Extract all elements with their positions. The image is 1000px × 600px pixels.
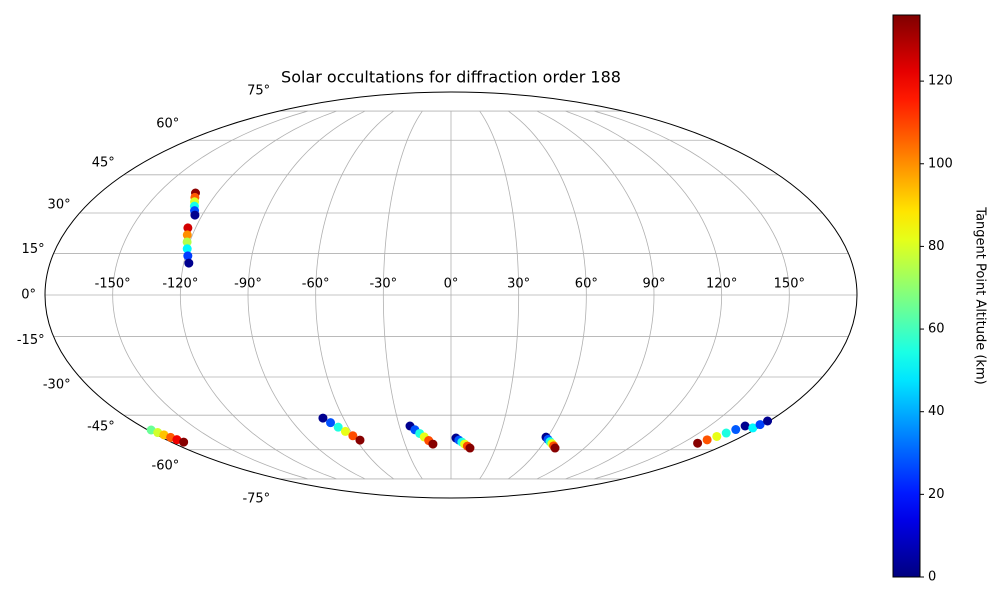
x-tick-label: -60° [302,277,330,292]
x-tick-label: -90° [234,277,262,292]
marker [702,435,712,445]
grid [45,110,857,480]
colorbar-tick-label: 20 [928,487,945,502]
y-tick-label: 0° [21,288,36,303]
y-tick-label: 15° [22,242,45,257]
marker [172,435,182,445]
x-tick-label: -120° [162,277,198,292]
y-tick-label: 30° [48,197,71,212]
marker [183,251,193,261]
marker [693,438,703,448]
markers [146,188,773,453]
x-tick-label: 0° [444,277,459,292]
marker [748,423,758,433]
y-tick-label: -15° [17,333,45,348]
x-tick-label: 30° [507,277,530,292]
colorbar-tick-label: 60 [928,322,945,337]
colorbar-tick-label: 120 [928,74,953,89]
marker [190,210,200,220]
marker [731,425,741,435]
y-tick-label: -30° [43,378,71,393]
marker [182,230,192,240]
marker [755,420,765,430]
marker [182,244,192,254]
marker [721,428,731,438]
y-tick-label: -60° [152,458,180,473]
marker [355,435,365,445]
marker [183,223,193,233]
marker [428,439,438,449]
marker [348,431,358,441]
marker [184,258,194,268]
y-tick-label: 75° [247,84,270,99]
marker [182,237,192,247]
marker [740,421,750,431]
y-tick-label: 45° [92,155,115,170]
colorbar [892,14,921,578]
y-tick-label: 60° [156,117,179,132]
colorbar-tick-label: 100 [928,156,953,171]
marker [318,413,328,423]
marker [550,443,560,453]
x-tick-label: 150° [774,277,805,292]
x-tick-label: -30° [369,277,397,292]
x-tick-label: 60° [575,277,598,292]
map-boundary [44,91,858,499]
x-tick-label: 90° [642,277,665,292]
marker [465,443,475,453]
y-tick-label: -45° [87,420,115,435]
marker [340,426,350,436]
colorbar-label: Tangent Point Altitude (km) [973,206,988,384]
marker [333,422,343,432]
x-tick-label: -150° [95,277,131,292]
chart-title: Solar occultations for diffraction order… [281,68,621,87]
marker [712,431,722,441]
x-tick-label: 120° [706,277,737,292]
marker [326,418,336,428]
colorbar-tick-label: 0 [928,570,936,585]
marker [763,416,773,426]
marker [179,437,189,447]
colorbar-tick-label: 80 [928,239,945,254]
colorbar-tick-label: 40 [928,404,945,419]
y-tick-label: -75° [242,491,270,506]
